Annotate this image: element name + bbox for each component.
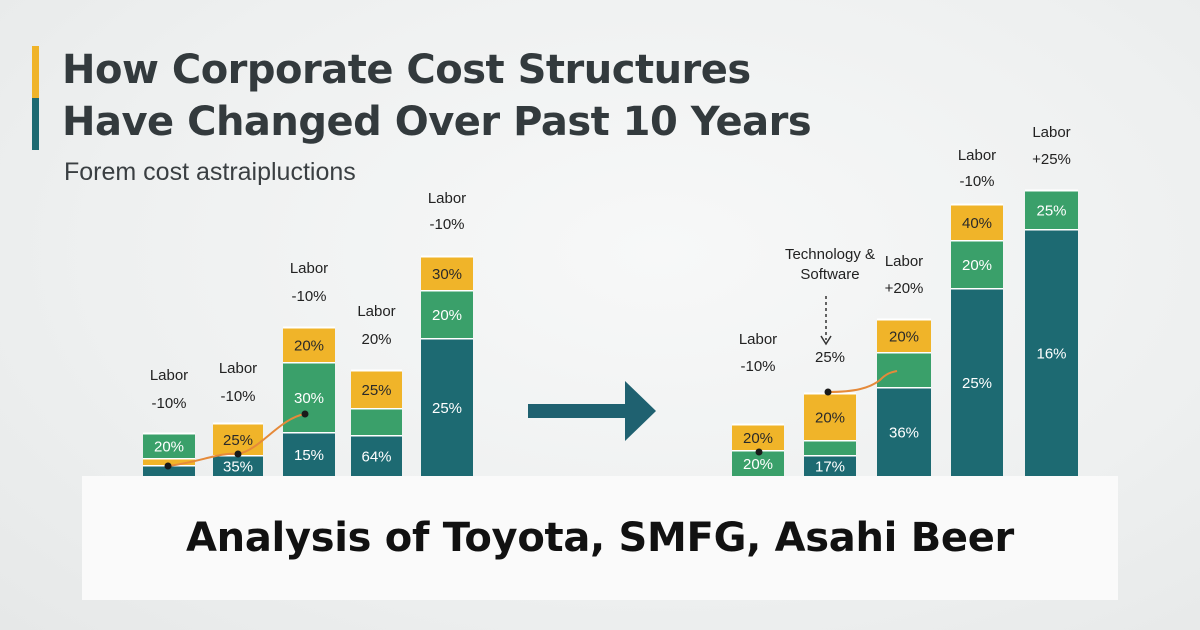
bar-annotation: Labor	[958, 147, 996, 164]
segment-label: 20%	[962, 257, 992, 274]
bar-annotation: -10%	[740, 358, 775, 375]
segment-label: 25%	[1036, 203, 1066, 220]
segment-label: 30%	[294, 390, 324, 407]
bar-annotation: Labor	[428, 190, 466, 207]
bar-segment	[143, 458, 195, 465]
segment-label: 20%	[743, 456, 773, 473]
trend-line-after	[827, 370, 898, 393]
bar-segment	[804, 393, 856, 440]
bar-segment	[351, 435, 402, 476]
page-title: How Corporate Cost Structures Have Chang…	[62, 44, 862, 148]
segment-label: 20%	[294, 338, 324, 355]
bar-annotation: Labor	[290, 260, 328, 277]
bar-segment	[213, 455, 263, 476]
bar-annotation: Technology &	[785, 246, 875, 263]
trend-point	[755, 448, 763, 456]
bar-annotation: Labor	[219, 360, 257, 377]
segment-label: 35%	[223, 459, 253, 476]
bar-segment	[283, 362, 335, 432]
bar-segment	[143, 465, 195, 476]
accent-bar-teal	[32, 98, 39, 150]
bar-segment	[421, 338, 473, 476]
bar-segment	[1025, 229, 1078, 476]
segment-label: 30%	[432, 266, 462, 283]
bar-segment	[421, 290, 473, 338]
trend-point	[234, 450, 242, 458]
bar-annotation: +20%	[885, 280, 924, 297]
bar-annotation: 25%	[815, 349, 845, 366]
segment-label: 20%	[432, 307, 462, 324]
bar-annotation: -10%	[429, 216, 464, 233]
transition-arrow-icon	[528, 381, 656, 441]
bar-segment	[1025, 190, 1078, 229]
bar-annotation: -10%	[959, 173, 994, 190]
bar-annotation: 20%	[361, 331, 391, 348]
trend-point	[824, 388, 832, 396]
bar-annotation: Labor	[739, 331, 777, 348]
segment-label: 15%	[294, 447, 324, 464]
bar-segment	[283, 327, 335, 362]
bar-segment	[283, 432, 335, 476]
bar-annotation: Labor	[1032, 124, 1070, 141]
trend-point	[164, 462, 172, 470]
pointer-arrowhead	[820, 335, 832, 346]
banner-text: Analysis of Toyota, SMFG, Asahi Beer	[186, 515, 1014, 561]
bar-segment	[351, 408, 402, 435]
bar-segment	[732, 424, 784, 450]
trend-point	[301, 410, 309, 418]
bar-segment	[351, 370, 402, 408]
bar-annotation: -10%	[151, 395, 186, 412]
title-accent-bar	[32, 46, 39, 150]
bar-segment	[213, 423, 263, 455]
title-line-1: How Corporate Cost Structures	[62, 47, 751, 93]
bar-segment	[877, 352, 931, 387]
bar-segment	[877, 319, 931, 352]
bar-annotation: Labor	[885, 253, 923, 270]
segment-label: 16%	[1036, 346, 1066, 363]
title-line-2: Have Changed Over Past 10 Years	[62, 99, 812, 145]
bar-segment	[951, 240, 1003, 288]
segment-label: 64%	[361, 449, 391, 466]
bar-segment	[804, 455, 856, 476]
bar-annotation: Software	[800, 266, 859, 283]
bar-annotation: -10%	[291, 288, 326, 305]
segment-label: 25%	[361, 382, 391, 399]
bar-segment	[877, 387, 931, 476]
segment-label: 20%	[815, 410, 845, 427]
bar-segment	[951, 288, 1003, 476]
segment-label: 25%	[432, 400, 462, 417]
bar-segment	[421, 256, 473, 290]
bar-annotation: +25%	[1032, 151, 1071, 168]
segment-label: 25%	[962, 375, 992, 392]
segment-label: 17%	[815, 459, 845, 476]
segment-label: 36%	[889, 425, 919, 442]
bar-annotation: Labor	[150, 367, 188, 384]
bar-segment	[804, 440, 856, 455]
accent-bar-yellow	[32, 46, 39, 98]
segment-label: 40%	[962, 215, 992, 232]
caption-banner: Analysis of Toyota, SMFG, Asahi Beer	[82, 476, 1118, 600]
segment-label: 25%	[223, 432, 253, 449]
bar-segment	[143, 433, 195, 458]
segment-label: 20%	[743, 430, 773, 447]
bar-annotation: Labor	[357, 303, 395, 320]
page-subtitle: Forem cost astraipluctions	[64, 158, 356, 186]
bar-annotation: -10%	[220, 388, 255, 405]
segment-label: 20%	[154, 439, 184, 456]
bar-segment	[951, 204, 1003, 240]
segment-label: 20%	[889, 329, 919, 346]
